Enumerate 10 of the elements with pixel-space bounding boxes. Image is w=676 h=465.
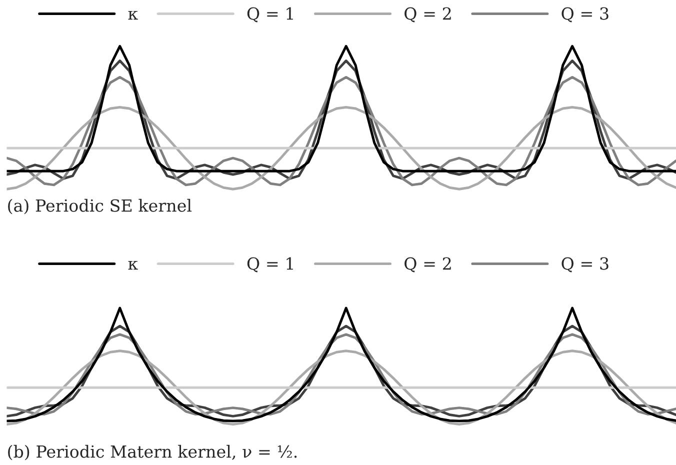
legend-label: κ: [128, 10, 138, 20]
legend-label: Q = 2: [404, 257, 451, 272]
text: (b) Periodic Matern kernel, ν = ½.: [8, 444, 297, 460]
legend-label: Q = 1: [247, 257, 293, 272]
legend-label: Q = 3: [562, 7, 608, 22]
text: (a) Periodic SE kernel: [8, 198, 192, 214]
legend-label: Q = 2: [404, 7, 451, 22]
legend-label: Q = 3: [562, 257, 608, 272]
legend-label: κ: [128, 260, 138, 270]
legend-label: Q = 1: [247, 7, 293, 22]
